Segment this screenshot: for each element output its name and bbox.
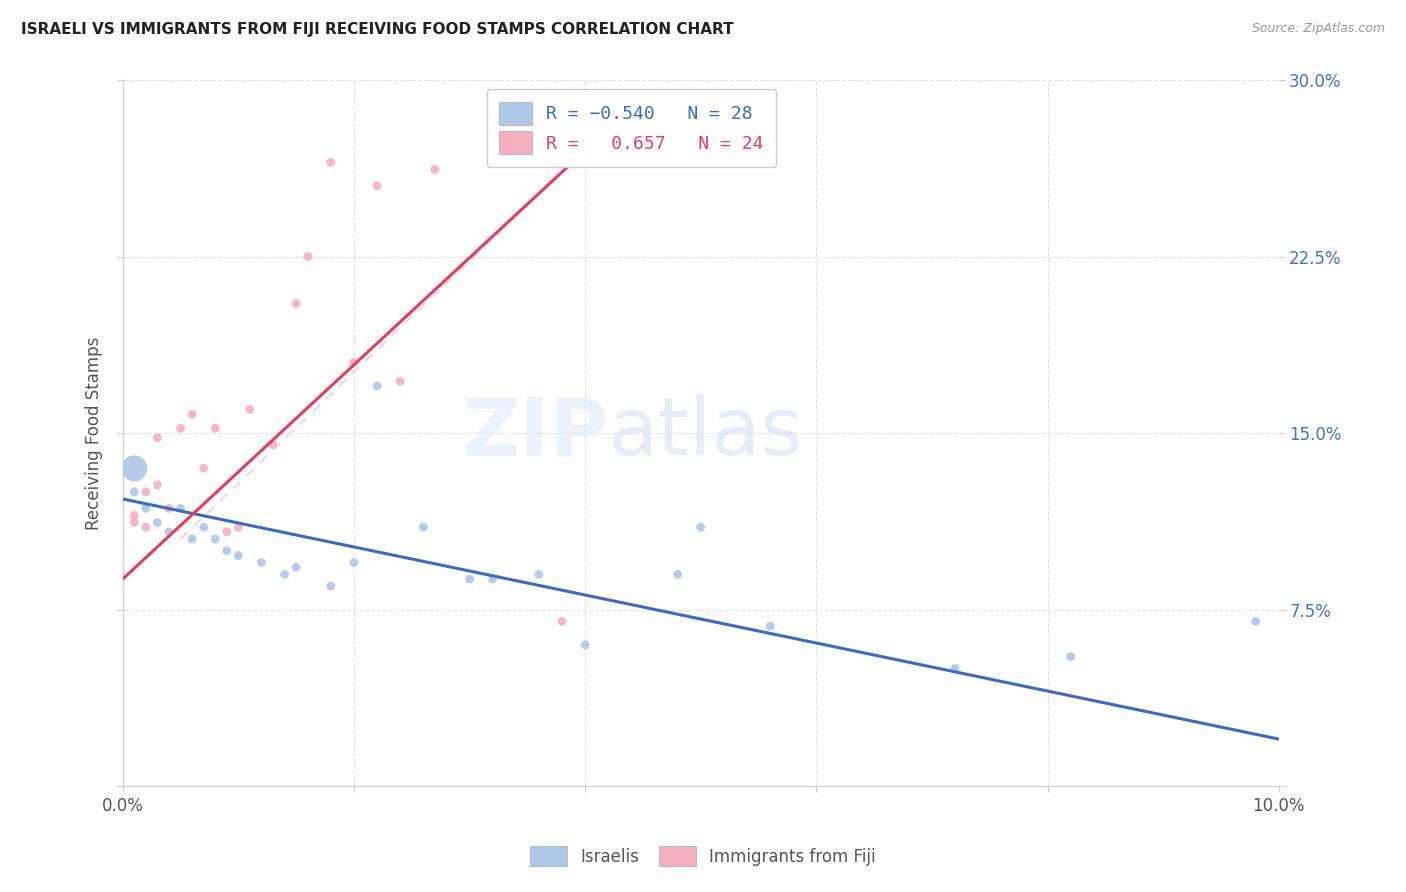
Point xyxy=(574,638,596,652)
Point xyxy=(193,461,215,475)
Point xyxy=(135,484,157,499)
Point xyxy=(124,461,146,475)
Point xyxy=(285,296,308,310)
Point xyxy=(319,579,342,593)
Point xyxy=(181,407,204,421)
Point xyxy=(228,549,250,563)
Point xyxy=(943,661,966,675)
Point xyxy=(135,520,157,534)
Point xyxy=(215,524,238,539)
Point xyxy=(146,478,169,492)
Point xyxy=(157,501,180,516)
Point xyxy=(193,520,215,534)
Point xyxy=(204,532,226,546)
Point xyxy=(759,619,782,633)
Text: Source: ZipAtlas.com: Source: ZipAtlas.com xyxy=(1251,22,1385,36)
Point xyxy=(481,572,503,586)
Point xyxy=(458,572,481,586)
Point xyxy=(262,438,284,452)
Point xyxy=(343,556,366,570)
Point xyxy=(157,524,180,539)
Point xyxy=(181,532,204,546)
Point xyxy=(124,516,146,530)
Point xyxy=(1059,649,1081,664)
Point xyxy=(412,520,434,534)
Point xyxy=(343,355,366,369)
Point xyxy=(135,501,157,516)
Point xyxy=(250,556,273,570)
Point xyxy=(1244,615,1267,629)
Point xyxy=(689,520,711,534)
Text: ZIP: ZIP xyxy=(461,394,609,472)
Text: ISRAELI VS IMMIGRANTS FROM FIJI RECEIVING FOOD STAMPS CORRELATION CHART: ISRAELI VS IMMIGRANTS FROM FIJI RECEIVIN… xyxy=(21,22,734,37)
Point xyxy=(481,155,503,169)
Y-axis label: Receiving Food Stamps: Receiving Food Stamps xyxy=(86,336,103,530)
Point xyxy=(666,567,689,582)
Point xyxy=(285,560,308,574)
Point xyxy=(204,421,226,435)
Point xyxy=(527,567,550,582)
Point xyxy=(366,379,388,393)
Point xyxy=(146,516,169,530)
Point xyxy=(169,421,191,435)
Point xyxy=(215,543,238,558)
Point xyxy=(273,567,295,582)
Point xyxy=(551,615,574,629)
Text: atlas: atlas xyxy=(609,394,803,472)
Point xyxy=(239,402,262,417)
Point xyxy=(389,374,412,388)
Point xyxy=(423,162,446,177)
Point xyxy=(124,484,146,499)
Point xyxy=(319,155,342,169)
Point xyxy=(146,431,169,445)
Point xyxy=(366,178,388,193)
Point xyxy=(124,508,146,523)
Legend: R = −0.540   N = 28, R =   0.657   N = 24: R = −0.540 N = 28, R = 0.657 N = 24 xyxy=(486,89,776,167)
Legend: Israelis, Immigrants from Fiji: Israelis, Immigrants from Fiji xyxy=(523,839,883,873)
Point xyxy=(228,520,250,534)
Point xyxy=(169,501,191,516)
Point xyxy=(297,250,319,264)
